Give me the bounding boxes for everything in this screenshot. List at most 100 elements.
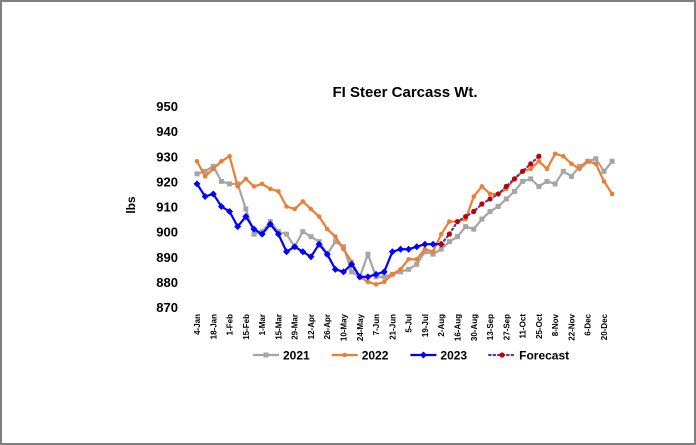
marker	[308, 206, 314, 212]
marker	[398, 269, 403, 275]
marker	[561, 153, 566, 159]
marker	[438, 231, 444, 237]
marker	[471, 208, 477, 215]
marker	[454, 218, 461, 225]
marker	[210, 166, 216, 172]
marker	[495, 191, 501, 197]
marker	[380, 268, 388, 276]
marker	[446, 231, 452, 237]
marker	[413, 243, 421, 251]
marker	[528, 166, 534, 172]
marker	[406, 266, 412, 272]
marker	[218, 178, 224, 184]
marker	[390, 272, 395, 277]
series	[193, 180, 445, 281]
marker	[601, 168, 607, 174]
marker	[194, 158, 200, 164]
x-tick-label: 6-Dec	[584, 313, 593, 335]
marker	[276, 189, 281, 194]
marker	[333, 234, 338, 239]
marker	[365, 279, 371, 285]
x-tick-label: 15-Mar	[274, 314, 283, 340]
x-tick-label: 29-Mar	[291, 314, 300, 340]
marker	[381, 274, 387, 280]
series-line	[196, 152, 614, 286]
marker	[381, 279, 387, 285]
marker	[267, 186, 273, 192]
marker	[202, 168, 208, 174]
marker	[544, 178, 550, 184]
marker	[263, 352, 269, 358]
marker	[487, 191, 493, 197]
x-tick-label: 4-Jan	[193, 314, 202, 335]
y-tick-label: 880	[156, 275, 178, 290]
marker	[577, 166, 582, 172]
x-tick-label: 18-Jan	[209, 314, 218, 339]
x-tick-label: 11-Oct	[519, 314, 528, 339]
series-line	[196, 157, 613, 279]
marker	[242, 213, 250, 221]
marker	[520, 178, 526, 184]
marker	[341, 246, 346, 252]
marker	[520, 168, 526, 174]
marker	[315, 240, 323, 248]
legend-label: Forecast	[519, 349, 569, 363]
marker	[251, 184, 257, 189]
x-tick-label: 16-Aug	[453, 314, 462, 341]
marker	[219, 158, 224, 164]
marker	[499, 352, 505, 358]
marker	[609, 158, 615, 164]
legend-label: 2023	[440, 349, 467, 363]
y-tick-label: 930	[156, 149, 178, 164]
legend-item: 2023	[410, 349, 467, 363]
y-tick-label: 940	[156, 124, 178, 139]
y-tick-label: 910	[156, 200, 178, 215]
marker	[291, 243, 299, 251]
marker	[235, 184, 240, 189]
marker	[528, 161, 534, 167]
marker	[201, 192, 209, 200]
marker	[528, 176, 534, 182]
marker	[560, 168, 566, 174]
x-tick-label: 21-Jun	[388, 314, 397, 340]
marker	[454, 234, 460, 240]
marker	[284, 231, 290, 237]
x-tick-label: 19-Jul	[421, 314, 430, 337]
marker	[324, 226, 330, 232]
marker	[511, 188, 517, 194]
marker	[259, 181, 265, 187]
marker	[430, 249, 436, 255]
y-tick-label: 900	[156, 225, 178, 240]
marker	[552, 151, 558, 157]
x-tick-label: 24-May	[356, 313, 365, 341]
y-tick-label: 920	[156, 174, 178, 189]
marker	[421, 240, 429, 248]
marker	[388, 248, 396, 256]
marker	[193, 180, 201, 188]
x-tick-label: 30-Aug	[470, 314, 479, 341]
marker	[226, 208, 234, 216]
marker	[332, 239, 338, 245]
marker	[479, 184, 485, 189]
marker	[342, 352, 348, 358]
x-tick-label: 2-Aug	[437, 314, 446, 337]
marker	[414, 256, 420, 262]
x-tick-label: 20-Dec	[600, 313, 609, 340]
x-tick-label: 10-May	[340, 313, 349, 341]
marker	[511, 176, 518, 182]
marker	[217, 203, 225, 210]
marker	[227, 181, 233, 187]
marker	[194, 171, 200, 177]
marker	[300, 229, 306, 235]
marker	[503, 196, 509, 202]
marker	[299, 248, 307, 256]
y-tick-label: 950	[156, 99, 178, 114]
marker	[422, 246, 428, 252]
marker	[487, 196, 493, 202]
marker	[341, 244, 347, 250]
marker	[397, 245, 404, 253]
marker	[300, 199, 306, 204]
marker	[202, 174, 208, 179]
marker	[398, 267, 403, 272]
